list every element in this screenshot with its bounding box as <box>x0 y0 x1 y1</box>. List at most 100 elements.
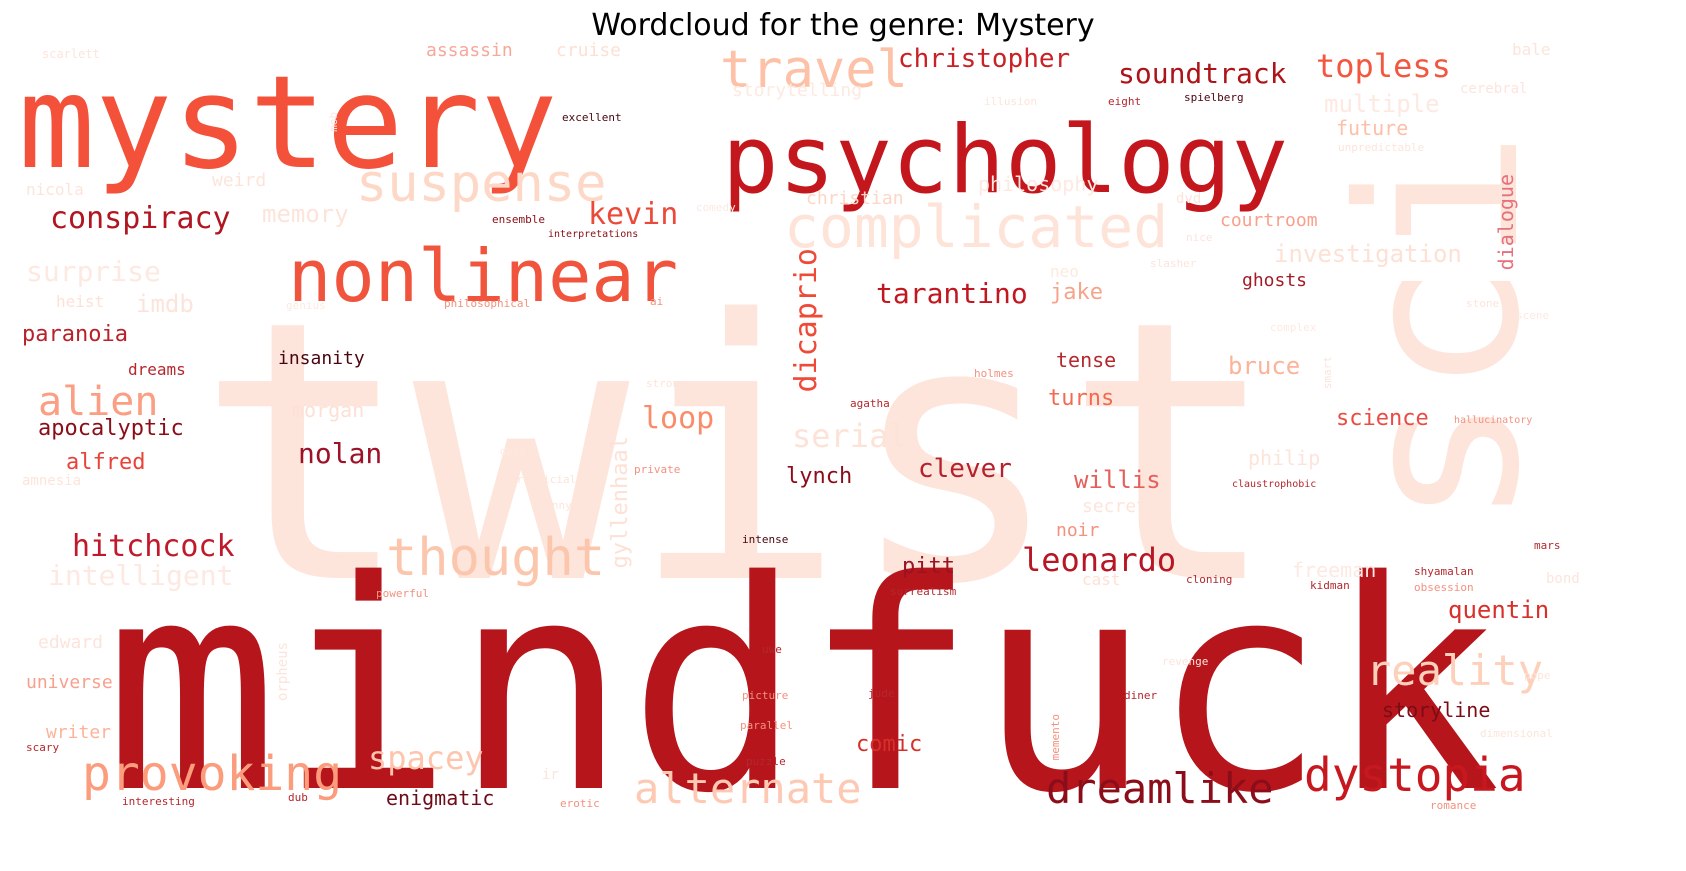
word-multiple: multiple <box>1324 90 1440 118</box>
word-comic: comic <box>856 732 923 757</box>
word-stone: stone <box>1466 297 1500 310</box>
word-hallucinatory: hallucinatory <box>1454 415 1533 426</box>
word-pope: pope <box>1524 669 1551 682</box>
word-pitt: pitt <box>902 554 955 579</box>
word-intense: intense <box>742 533 789 546</box>
word-excellent: excellent <box>562 111 622 124</box>
word-travel: travel <box>720 42 908 100</box>
word-unpredictable: unpredictable <box>1338 141 1425 154</box>
word-philosophy: philosophy <box>978 172 1099 196</box>
word-secret: secret <box>1082 496 1148 517</box>
word-obsession: obsession <box>1414 581 1474 594</box>
word-nicola: nicola <box>26 180 84 199</box>
word-loop: loop <box>642 401 715 436</box>
word-complicated: complicated <box>784 193 1169 261</box>
word-storytelling: storytelling <box>732 80 863 101</box>
word-clever: clever <box>918 454 1012 484</box>
word-apocalyptic: apocalyptic <box>38 416 184 441</box>
word-revenge: revenge <box>1162 655 1209 668</box>
word-nice: nice <box>1186 231 1213 244</box>
word-future: future <box>1336 116 1409 140</box>
word-cloning: cloning <box>1186 573 1233 586</box>
word-leonardo: leonardo <box>1022 541 1177 579</box>
word-provoking: provoking <box>82 746 343 802</box>
word-interesting: interesting <box>122 795 195 808</box>
word-alien: alien <box>38 379 159 425</box>
word-christopher: christopher <box>898 44 1071 74</box>
word-gyllenhaal: gyllenhaal <box>608 436 633 569</box>
word-nolan: nolan <box>298 437 383 470</box>
word-mystery: mystery <box>18 49 558 198</box>
word-morgan: morgan <box>292 398 365 422</box>
word-scary: scary <box>26 741 60 754</box>
word-courtroom: courtroom <box>1220 210 1318 231</box>
word-thought: thought <box>386 528 606 588</box>
word-christian: christian <box>806 188 904 209</box>
word-edward: edward <box>38 632 104 653</box>
word-uwe: uwe <box>762 643 782 656</box>
word-assassin: assassin <box>426 42 513 61</box>
word-bond: bond <box>1546 571 1580 587</box>
word-topless: topless <box>1316 47 1451 85</box>
word-enigmatic: enigmatic <box>386 786 495 810</box>
word-dystopia: dystopia <box>1304 748 1526 802</box>
word-interpretations: interpretations <box>548 229 639 240</box>
word-puzzle: puzzle <box>746 755 786 768</box>
word-romance: romance <box>1430 799 1477 812</box>
word-diner: diner <box>1124 689 1158 702</box>
word-smart: smart <box>1321 356 1334 390</box>
word-spielberg: spielberg <box>1184 91 1244 104</box>
word-kidman: kidman <box>1310 579 1350 592</box>
word-comedy: comedy <box>696 201 736 214</box>
page-title: Wordcloud for the genre: Mystery <box>591 8 1095 43</box>
word-suspense: suspense <box>356 154 607 214</box>
word-cruise: cruise <box>556 42 622 61</box>
word-neo: neo <box>1050 262 1079 281</box>
word-dialogue: dialogue <box>1494 174 1518 271</box>
word-lynch: lynch <box>786 464 853 489</box>
word-philip: philip <box>1248 446 1321 470</box>
word-private: private <box>634 463 681 476</box>
word-mindfuck: mindfuck <box>104 520 1501 857</box>
word-memory: memory <box>262 200 349 228</box>
word-heist: heist <box>56 292 105 311</box>
word-dvd: dvd <box>1176 191 1202 207</box>
word-reality: reality <box>1366 646 1544 695</box>
word-tarantino: tarantino <box>876 277 1028 310</box>
word-bale: bale <box>1512 42 1551 59</box>
word-serial: serial <box>792 417 908 455</box>
wordcloud: twist sci mindfuck mystery psychology nonline… <box>16 42 1672 862</box>
word-hitchcock: hitchcock <box>72 529 235 564</box>
word-picture: picture <box>742 689 789 702</box>
word-genius: genius <box>286 299 326 312</box>
word-weird: weird <box>212 170 267 191</box>
word-writer: writer <box>46 722 112 743</box>
word-intelligent: intelligent <box>48 559 234 592</box>
word-dreams: dreams <box>128 360 186 379</box>
word-mob: mob <box>327 112 340 132</box>
word-nonlinear: nonlinear <box>288 234 679 318</box>
word-holmes: holmes <box>974 367 1014 380</box>
word-investigation: investigation <box>1274 240 1462 268</box>
word-jake: jake <box>1050 280 1103 305</box>
word-paranoia: paranoia <box>22 322 128 347</box>
word-turns: turns <box>1048 386 1115 411</box>
word-philosophical: philosophical <box>444 297 531 310</box>
word-ai: ai <box>650 295 664 308</box>
word-cerebral: cerebral <box>1460 81 1528 97</box>
word-alternate: alternate <box>634 764 862 813</box>
word-noir: noir <box>1056 520 1100 541</box>
word-dub: dub <box>288 791 308 804</box>
word-dicaprio: dicaprio <box>789 248 824 393</box>
word-freeman: freeman <box>1292 558 1377 582</box>
word-scarlett: scarlett <box>42 47 100 61</box>
word-johnny: johnny <box>532 499 572 512</box>
word-erotic: erotic <box>560 797 600 810</box>
word-imdb: imdb <box>136 290 194 318</box>
word-soundtrack: soundtrack <box>1118 57 1287 90</box>
word-claustrophobic: claustrophobic <box>1232 479 1317 490</box>
word-ensemble: ensemble <box>492 213 545 226</box>
word-spacey: spacey <box>368 739 484 777</box>
word-complex: complex <box>1270 321 1317 334</box>
word-ir: ir <box>542 767 559 783</box>
